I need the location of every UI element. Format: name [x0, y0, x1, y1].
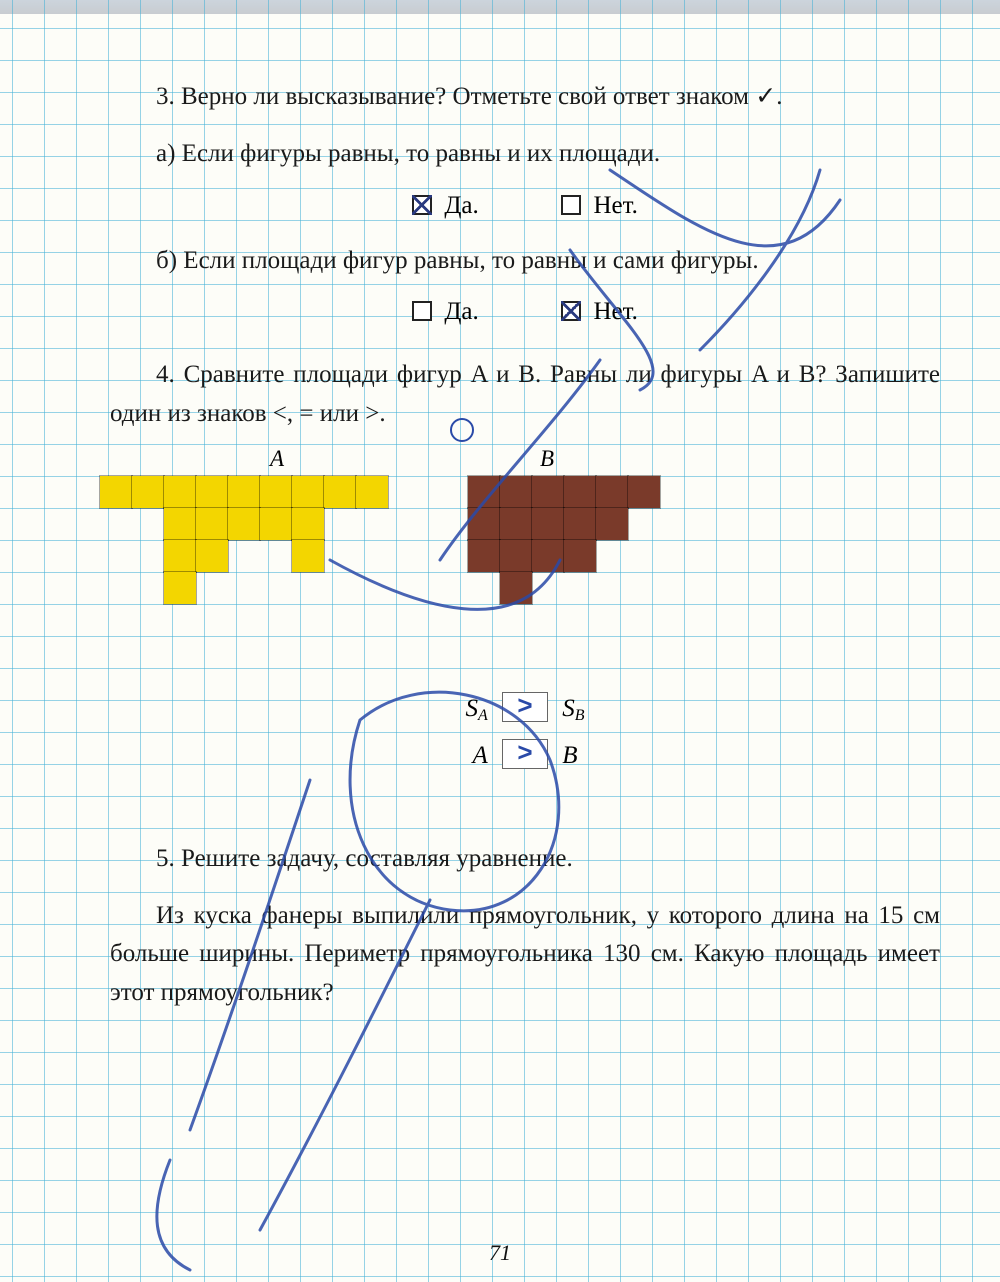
page: { "colors": { "grid": "#5cc4e0", "ink": …	[0, 0, 1000, 1282]
q4-text: 4. Сравните площади фигур A и B. Равны л…	[110, 356, 940, 434]
q4-answer-row-figures: A > B	[110, 739, 940, 770]
q3b-no-checkbox[interactable]	[561, 301, 581, 321]
shape-cell	[500, 476, 532, 508]
shape-cell	[164, 540, 196, 572]
shape-cell	[596, 476, 628, 508]
shape-cell	[164, 572, 196, 604]
figure-label-b: B	[540, 446, 554, 472]
q3a-no-label: Нет.	[593, 192, 637, 219]
shape-cell	[532, 508, 564, 540]
q4-figure-compare-box[interactable]: >	[502, 739, 548, 769]
sa-symbol: SA	[465, 695, 487, 722]
shape-cell	[532, 540, 564, 572]
figure-label-a: A	[270, 446, 284, 472]
shape-cell	[228, 476, 260, 508]
q3a-options: Да. Нет.	[110, 192, 940, 220]
q4-area-compare-box[interactable]: >	[502, 692, 548, 722]
q3b-text: б) Если площади фигур равны, то равны и …	[110, 242, 940, 281]
q3-heading: 3. Верно ли высказывание? Отметьте свой …	[110, 78, 940, 117]
shape-cell	[292, 508, 324, 540]
figure-area: A B	[110, 452, 940, 632]
shape-cell	[468, 540, 500, 572]
shape-cell	[564, 540, 596, 572]
shape-cell	[468, 508, 500, 540]
shape-cell	[468, 476, 500, 508]
shape-cell	[132, 476, 164, 508]
q3a-no-checkbox[interactable]	[561, 195, 581, 215]
handwritten-circle-icon	[450, 418, 474, 442]
shape-cell	[100, 476, 132, 508]
shape-cell	[196, 508, 228, 540]
shape-cell	[500, 572, 532, 604]
shape-cell	[164, 476, 196, 508]
shape-cell	[292, 540, 324, 572]
a-symbol: A	[472, 742, 487, 769]
shape-cell	[500, 540, 532, 572]
shape-cell	[196, 540, 228, 572]
shape-cell	[628, 476, 660, 508]
shape-cell	[164, 508, 196, 540]
q3b-yes-label: Да.	[444, 298, 478, 325]
b-symbol: B	[562, 742, 577, 769]
q3a-yes-label: Да.	[444, 192, 478, 219]
shape-cell	[532, 476, 564, 508]
q3b-no-label: Нет.	[593, 298, 637, 325]
shape-cell	[228, 508, 260, 540]
q3a-yes-checkbox[interactable]	[412, 195, 432, 215]
q3a-text: а) Если фигуры равны, то равны и их площ…	[110, 135, 940, 174]
shape-cell	[596, 508, 628, 540]
sb-symbol: SB	[562, 695, 584, 722]
q5-heading: 5. Решите задачу, составляя уравнение.	[110, 840, 940, 879]
shape-cell	[260, 508, 292, 540]
shape-cell	[196, 476, 228, 508]
q5-body: Из куска фанеры выпилили прямоугольник, …	[110, 897, 940, 1013]
shape-cell	[292, 476, 324, 508]
q3b-yes-checkbox[interactable]	[412, 301, 432, 321]
shape-cell	[356, 476, 388, 508]
shape-cell	[260, 476, 292, 508]
shape-cell	[324, 476, 356, 508]
q4-answer-row-areas: SA > SB	[110, 692, 940, 725]
shape-cell	[564, 476, 596, 508]
q3b-options: Да. Нет.	[110, 298, 940, 326]
shape-cell	[500, 508, 532, 540]
shape-cell	[564, 508, 596, 540]
page-number: 71	[0, 1240, 1000, 1266]
content: 3. Верно ли высказывание? Отметьте свой …	[110, 78, 940, 1031]
q4-answers: SA > SB A > B	[110, 692, 940, 770]
